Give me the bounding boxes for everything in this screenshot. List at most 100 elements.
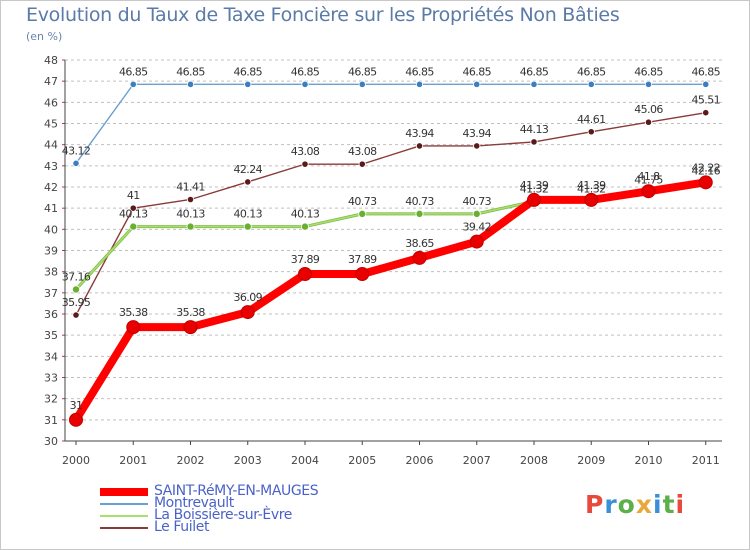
data-label: 40.13 — [119, 208, 148, 221]
x-tick-label: 2003 — [234, 454, 262, 467]
data-point — [587, 128, 595, 136]
x-tick-label: 2009 — [577, 454, 605, 467]
data-labels: 43.12 46.85 46.85 46.85 46.85 46.85 46.85 46.85… — [62, 65, 721, 411]
data-point — [644, 118, 653, 126]
data-label: 46.85 — [405, 65, 434, 78]
data-point — [183, 320, 198, 335]
series-line — [75, 112, 707, 316]
data-point — [530, 80, 538, 88]
y-tick-label: 35 — [44, 329, 58, 342]
y-tick-label: 39 — [44, 245, 58, 258]
data-point — [415, 80, 424, 88]
data-point — [300, 222, 309, 231]
data-label: 41.8 — [637, 170, 660, 183]
logo-letter: t — [662, 490, 676, 519]
data-label: 46.85 — [520, 65, 549, 78]
data-point — [527, 192, 541, 207]
data-point — [473, 80, 481, 88]
data-point — [584, 192, 599, 207]
data-label: 36.09 — [234, 291, 263, 304]
data-label: 41.39 — [520, 179, 549, 192]
data-point — [641, 184, 656, 199]
data-point — [240, 305, 255, 320]
data-label: 37.16 — [62, 270, 91, 283]
data-label: 41.75 — [634, 173, 663, 186]
data-label: 35.38 — [119, 306, 148, 319]
data-label: 44.61 — [577, 113, 606, 126]
data-label: 46.85 — [119, 65, 148, 78]
data-point — [72, 159, 80, 167]
data-point — [126, 320, 141, 335]
data-point — [415, 209, 424, 218]
logo-letter: P — [585, 490, 605, 519]
data-label: 35.38 — [176, 306, 205, 319]
data-point — [301, 160, 309, 168]
data-point — [186, 222, 195, 231]
data-label: 41.32 — [520, 182, 549, 195]
data-label: 46.85 — [234, 65, 263, 78]
y-tick-label: 40 — [44, 223, 58, 236]
data-point — [358, 80, 366, 88]
data-label: 43.94 — [405, 127, 434, 140]
y-tick-label: 36 — [44, 308, 58, 321]
data-label: 46.85 — [634, 65, 663, 78]
y-tick-label: 34 — [44, 350, 58, 363]
data-label: 40.13 — [291, 208, 320, 221]
series-line — [75, 83, 707, 164]
data-point — [69, 412, 83, 427]
y-tick-label: 38 — [44, 266, 58, 279]
y-tick-label: 37 — [44, 287, 58, 300]
data-point — [472, 209, 481, 218]
data-label: 46.85 — [291, 65, 320, 78]
data-label: 37.89 — [291, 253, 320, 266]
data-label: 38.65 — [405, 237, 434, 250]
data-point — [702, 80, 710, 88]
data-label: 44.13 — [520, 123, 549, 136]
data-point — [72, 311, 80, 319]
legend-label: Le Fuilet — [154, 519, 210, 535]
data-point — [129, 222, 138, 231]
x-tick-label: 2002 — [177, 454, 205, 467]
legend-swatch — [100, 503, 148, 505]
data-label: 45.06 — [634, 103, 663, 116]
data-label: 46.85 — [692, 65, 721, 78]
data-point — [298, 266, 312, 281]
data-point — [415, 142, 424, 150]
data-label: 40.73 — [405, 195, 434, 208]
legend-label: La Boissière-sur-Èvre — [154, 507, 292, 523]
x-tick-label: 2006 — [406, 454, 434, 467]
data-label: 46.85 — [348, 65, 377, 78]
data-label: 41.39 — [577, 179, 606, 192]
data-label: 41.32 — [577, 182, 606, 195]
data-label: 40.73 — [463, 195, 492, 208]
y-tick-label: 46 — [44, 96, 58, 109]
x-tick-label: 2011 — [692, 454, 720, 467]
data-label: 35.95 — [62, 296, 91, 309]
data-label: 46.85 — [176, 65, 205, 78]
y-tick-label: 41 — [44, 202, 58, 215]
chart-title: Evolution du Taux de Taxe Foncière sur l… — [26, 4, 620, 26]
logo-letter: x — [635, 490, 653, 519]
y-tick-label: 30 — [44, 435, 58, 448]
x-tick-label: 2001 — [119, 454, 147, 467]
y-tick-label: 33 — [44, 372, 58, 385]
proxiti-logo: Proxiti — [585, 490, 685, 519]
data-point — [244, 80, 252, 88]
chart-subtitle: (en %) — [26, 30, 63, 43]
x-tick-label: 2008 — [520, 454, 548, 467]
data-point — [186, 80, 195, 88]
x-tick-label: 2000 — [62, 454, 90, 467]
data-label: 46.85 — [463, 65, 492, 78]
y-tick-label: 31 — [44, 414, 58, 427]
data-label: 43.08 — [348, 145, 377, 158]
data-label: 43.94 — [463, 127, 492, 140]
logo-letter: o — [617, 490, 636, 519]
data-point — [473, 142, 481, 150]
x-tick-label: 2005 — [348, 454, 376, 467]
data-label: 43.08 — [291, 145, 320, 158]
data-point — [698, 175, 713, 190]
data-label: 39.42 — [463, 221, 492, 234]
series-lines — [69, 80, 713, 427]
